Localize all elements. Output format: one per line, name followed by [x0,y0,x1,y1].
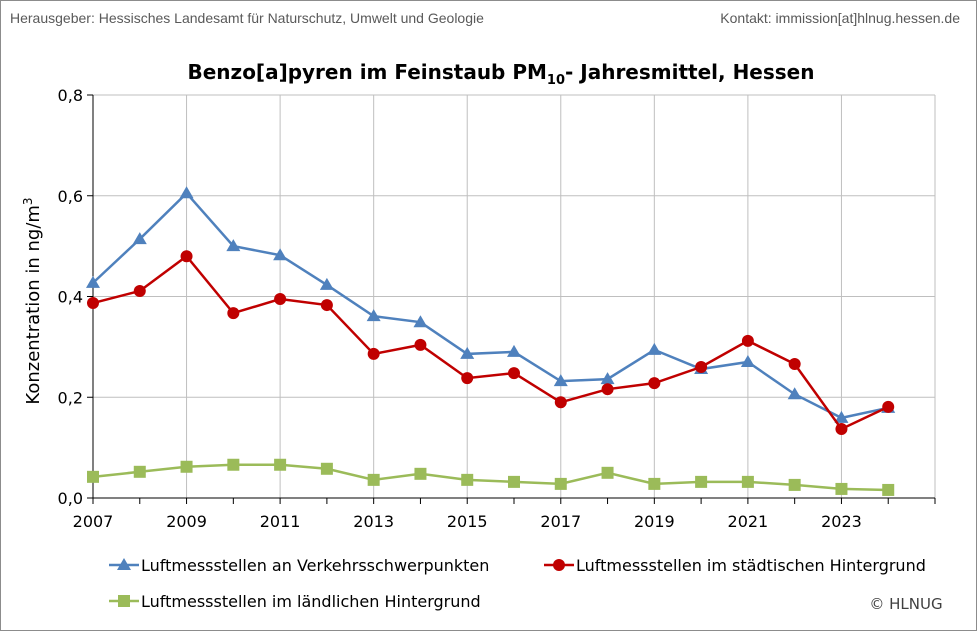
data-point [413,315,428,328]
data-point [508,367,520,380]
y-tick-label: 0,2 [58,388,83,407]
y-axis-label: Konzentration in ng/m3 [21,197,44,404]
data-point [133,465,146,478]
data-point [226,239,241,252]
data-point [695,361,708,374]
y-tick-label: 0,6 [58,187,83,206]
data-point [740,354,755,367]
data-point [882,400,895,413]
data-point [507,344,521,357]
data-point [366,309,381,322]
data-point [460,346,475,359]
data-point [648,477,661,490]
data-point [554,477,567,490]
x-tick-label: 2023 [821,512,862,531]
series-line [92,463,889,492]
data-point [461,473,474,486]
data-point [695,475,708,488]
data-point [788,358,801,371]
data-point [834,410,849,423]
data-point [648,377,661,390]
data-point [461,372,474,385]
publisher-text: Herausgeber: Hessisches Landesamt für Na… [10,10,484,26]
data-point [274,458,287,471]
data-point [647,342,662,355]
data-point [554,396,567,409]
data-point [179,186,194,199]
data-point [414,338,427,351]
data-point [86,275,100,288]
data-point [273,248,288,261]
copyright-text: © HLNUG [869,595,942,613]
data-point [274,293,287,306]
legend-label: Luftmessstellen im städtischen Hintergru… [576,556,926,575]
x-tick-label: 2015 [447,512,488,531]
y-tick-label: 0,4 [58,288,83,307]
data-point [787,387,802,400]
series-line [92,254,889,431]
data-point [319,277,334,290]
contact-text: Kontakt: immission[at]hlnug.hessen.de [720,10,960,26]
data-point [601,383,614,396]
x-tick-label: 2009 [166,512,207,531]
data-point [600,372,615,385]
data-point [132,232,147,245]
data-point [180,250,193,263]
y-tick-label: 0,0 [58,489,83,508]
legend-marker [118,595,130,607]
data-point [882,483,895,496]
data-point [508,475,520,488]
data-point [320,462,333,475]
x-tick-label: 2013 [353,512,394,531]
data-point [87,297,99,310]
legend-marker [553,559,565,571]
legend-marker [117,558,131,570]
x-tick-label: 2011 [260,512,301,531]
data-point [180,460,193,473]
data-point [741,334,754,347]
data-point [367,473,380,486]
data-point [835,482,848,495]
data-point [227,458,240,471]
chart-title: Benzo[a]pyren im Feinstaub PM10- Jahresm… [188,60,815,88]
legend-label: Luftmessstellen an Verkehrsschwerpunkten [141,556,489,575]
series-line [92,191,889,420]
x-tick-label: 2021 [728,512,769,531]
y-tick-label: 0,8 [58,86,83,105]
x-tick-label: 2019 [634,512,675,531]
legend-label: Luftmessstellen im ländlichen Hintergrun… [141,592,481,611]
data-point [553,374,568,387]
x-tick-label: 2017 [540,512,581,531]
x-tick-label: 2007 [73,512,114,531]
data-point [741,475,754,488]
data-point [320,299,333,312]
data-point [414,467,427,480]
data-point [601,466,614,479]
data-point [133,284,146,297]
data-point [227,307,240,320]
data-point [367,347,380,360]
data-point [87,470,99,483]
data-point [835,422,848,435]
data-point [788,478,801,491]
